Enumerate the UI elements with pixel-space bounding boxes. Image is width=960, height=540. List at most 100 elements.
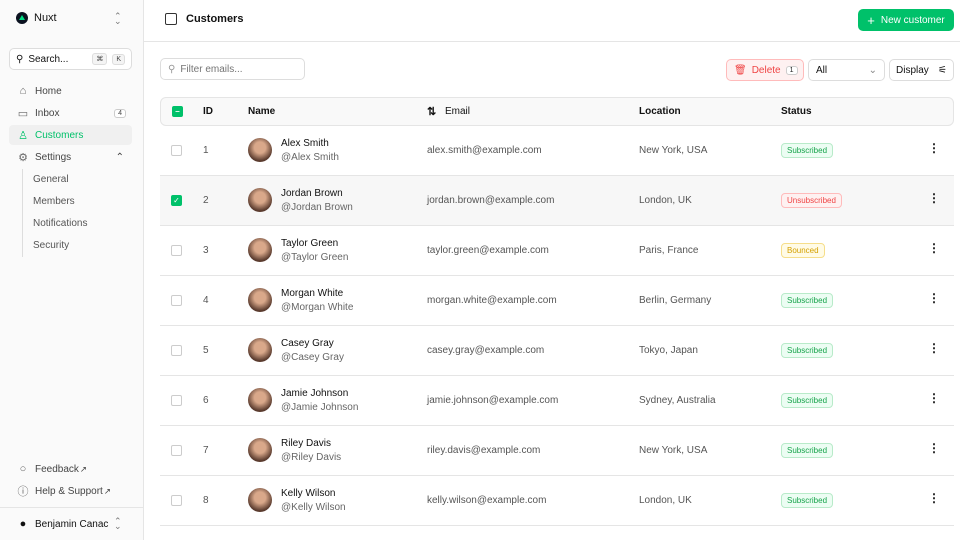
sidebar-item-label: Home bbox=[35, 85, 62, 97]
customer-handle: @Taylor Green bbox=[281, 252, 349, 263]
sidebar-subitem-notifications[interactable]: Notifications bbox=[33, 218, 88, 229]
more-vertical-icon[interactable]: ⋮ bbox=[928, 191, 940, 205]
sidebar-item-inbox[interactable]: ▭ Inbox 4 bbox=[9, 103, 132, 123]
customer-email: taylor.green@example.com bbox=[427, 245, 549, 256]
customer-name: Taylor Green bbox=[281, 238, 339, 249]
more-vertical-icon[interactable]: ⋮ bbox=[928, 291, 940, 305]
filter-emails-input[interactable] bbox=[180, 63, 291, 75]
settings-divider bbox=[22, 169, 23, 257]
sidebar-item-label: Settings bbox=[35, 151, 72, 163]
info-icon: ⓘ bbox=[17, 486, 29, 498]
sidebar-collapse-icon[interactable] bbox=[165, 13, 177, 25]
customer-name: Morgan White bbox=[281, 288, 344, 299]
new-customer-label: New customer bbox=[880, 14, 945, 26]
more-vertical-icon[interactable]: ⋮ bbox=[928, 441, 940, 455]
external-link-icon: ↗ bbox=[79, 464, 87, 474]
chevron-up-down-icon[interactable]: ⌃ ⌄ bbox=[114, 11, 122, 26]
chevron-down-icon: ⌄ bbox=[868, 64, 877, 76]
sort-icon[interactable]: ⇅ bbox=[427, 106, 437, 118]
row-checkbox[interactable] bbox=[171, 145, 182, 156]
kbd-meta: ⌘ bbox=[92, 53, 108, 65]
status-filter-select[interactable]: All ⌄ bbox=[808, 59, 885, 81]
customer-location: Tokyo, Japan bbox=[639, 345, 698, 356]
customer-location: New York, USA bbox=[639, 445, 708, 456]
row-checkbox[interactable] bbox=[171, 395, 182, 406]
row-checkbox[interactable] bbox=[171, 445, 182, 456]
row-id: 4 bbox=[203, 295, 209, 306]
table-row[interactable]: 7 Riley Davis @Riley Davis riley.davis@e… bbox=[160, 426, 954, 476]
sidebar-item-label: Customers bbox=[35, 129, 84, 141]
sidebar-item-settings[interactable]: ⚙ Settings ⌃ bbox=[9, 147, 132, 167]
filter-emails-field[interactable]: ⚲ bbox=[160, 58, 305, 80]
status-badge: Subscribed bbox=[781, 493, 834, 508]
customer-location: Paris, France bbox=[639, 245, 699, 256]
column-name: Name bbox=[248, 106, 276, 117]
home-icon: ⌂ bbox=[19, 85, 27, 97]
customer-name: Kelly Wilson bbox=[281, 488, 336, 499]
customer-location: London, UK bbox=[639, 195, 692, 206]
column-id: ID bbox=[203, 106, 213, 117]
chevron-up-down-icon[interactable]: ⌃ ⌄ bbox=[114, 516, 122, 531]
delete-button[interactable]: 🗑 Delete 1 bbox=[726, 59, 804, 81]
sidebar-item-label: Help & Support bbox=[35, 485, 103, 497]
row-checkbox[interactable] bbox=[171, 495, 182, 506]
status-filter-value: All bbox=[816, 64, 828, 76]
table-row[interactable]: 6 Jamie Johnson @Jamie Johnson jamie.joh… bbox=[160, 376, 954, 426]
select-all-checkbox[interactable]: – bbox=[172, 106, 183, 117]
avatar bbox=[248, 238, 272, 262]
customer-name: Jordan Brown bbox=[281, 188, 343, 199]
sidebar-item-customers[interactable]: ♙ Customers bbox=[9, 125, 132, 145]
row-id: 5 bbox=[203, 345, 209, 356]
avatar bbox=[248, 438, 272, 462]
avatar bbox=[248, 488, 272, 512]
customer-email: kelly.wilson@example.com bbox=[427, 495, 547, 506]
divider bbox=[0, 507, 144, 508]
status-badge: Unsubscribed bbox=[781, 193, 842, 208]
sidebar-subitem-security[interactable]: Security bbox=[33, 240, 70, 251]
column-status: Status bbox=[781, 106, 812, 117]
customer-name: Riley Davis bbox=[281, 438, 332, 449]
customer-location: London, UK bbox=[639, 495, 692, 506]
sidebar-subitem-members[interactable]: Members bbox=[33, 196, 75, 207]
delete-count: 1 bbox=[785, 65, 798, 75]
customer-name: Alex Smith bbox=[281, 138, 329, 149]
avatar bbox=[248, 388, 272, 412]
table-row[interactable]: 4 Morgan White @Morgan White morgan.whit… bbox=[160, 276, 954, 326]
new-customer-button[interactable]: + New customer bbox=[858, 9, 954, 31]
external-link-icon: ↗ bbox=[103, 486, 111, 496]
more-vertical-icon[interactable]: ⋮ bbox=[928, 241, 940, 255]
table-row[interactable]: 3 Taylor Green @Taylor Green taylor.gree… bbox=[160, 226, 954, 276]
avatar bbox=[248, 288, 272, 312]
row-checkbox[interactable]: ✓ bbox=[171, 195, 182, 206]
customer-location: Berlin, Germany bbox=[639, 295, 712, 306]
row-checkbox[interactable] bbox=[171, 295, 182, 306]
table-row[interactable]: ✓ 2 Jordan Brown @Jordan Brown jordan.br… bbox=[160, 176, 954, 226]
user-menu[interactable]: ● Benjamin Canac bbox=[9, 514, 132, 534]
more-vertical-icon[interactable]: ⋮ bbox=[928, 341, 940, 355]
row-id: 1 bbox=[203, 145, 209, 156]
sidebar-subitem-general[interactable]: General bbox=[33, 174, 69, 185]
team-switcher[interactable]: Nuxt bbox=[16, 12, 57, 24]
table-row[interactable]: 5 Casey Gray @Casey Gray casey.gray@exam… bbox=[160, 326, 954, 376]
sidebar-item-home[interactable]: ⌂ Home bbox=[9, 81, 132, 101]
customer-name: Jamie Johnson bbox=[281, 388, 349, 399]
more-vertical-icon[interactable]: ⋮ bbox=[928, 391, 940, 405]
sidebar-item-label: Feedback bbox=[35, 463, 79, 475]
inbox-badge: 4 bbox=[114, 108, 126, 118]
table-row[interactable]: 8 Kelly Wilson @Kelly Wilson kelly.wilso… bbox=[160, 476, 954, 526]
table-row[interactable]: 1 Alex Smith @Alex Smith alex.smith@exam… bbox=[160, 126, 954, 176]
display-button[interactable]: Display ⚟ bbox=[889, 59, 954, 81]
kbd-k: K bbox=[112, 53, 125, 65]
search-icon: ⚲ bbox=[16, 53, 24, 65]
row-checkbox[interactable] bbox=[171, 245, 182, 256]
row-checkbox[interactable] bbox=[171, 345, 182, 356]
customer-email: casey.gray@example.com bbox=[427, 345, 545, 356]
sidebar-item-feedback[interactable]: ○ Feedback ↗ bbox=[9, 459, 132, 479]
more-vertical-icon[interactable]: ⋮ bbox=[928, 141, 940, 155]
more-vertical-icon[interactable]: ⋮ bbox=[928, 491, 940, 505]
search-button[interactable]: ⚲ Search... ⌘ K bbox=[9, 48, 132, 70]
column-location: Location bbox=[639, 106, 681, 117]
sidebar-item-help[interactable]: ⓘ Help & Support ↗ bbox=[9, 481, 132, 501]
column-email[interactable]: Email bbox=[445, 106, 471, 117]
status-badge: Subscribed bbox=[781, 293, 834, 308]
